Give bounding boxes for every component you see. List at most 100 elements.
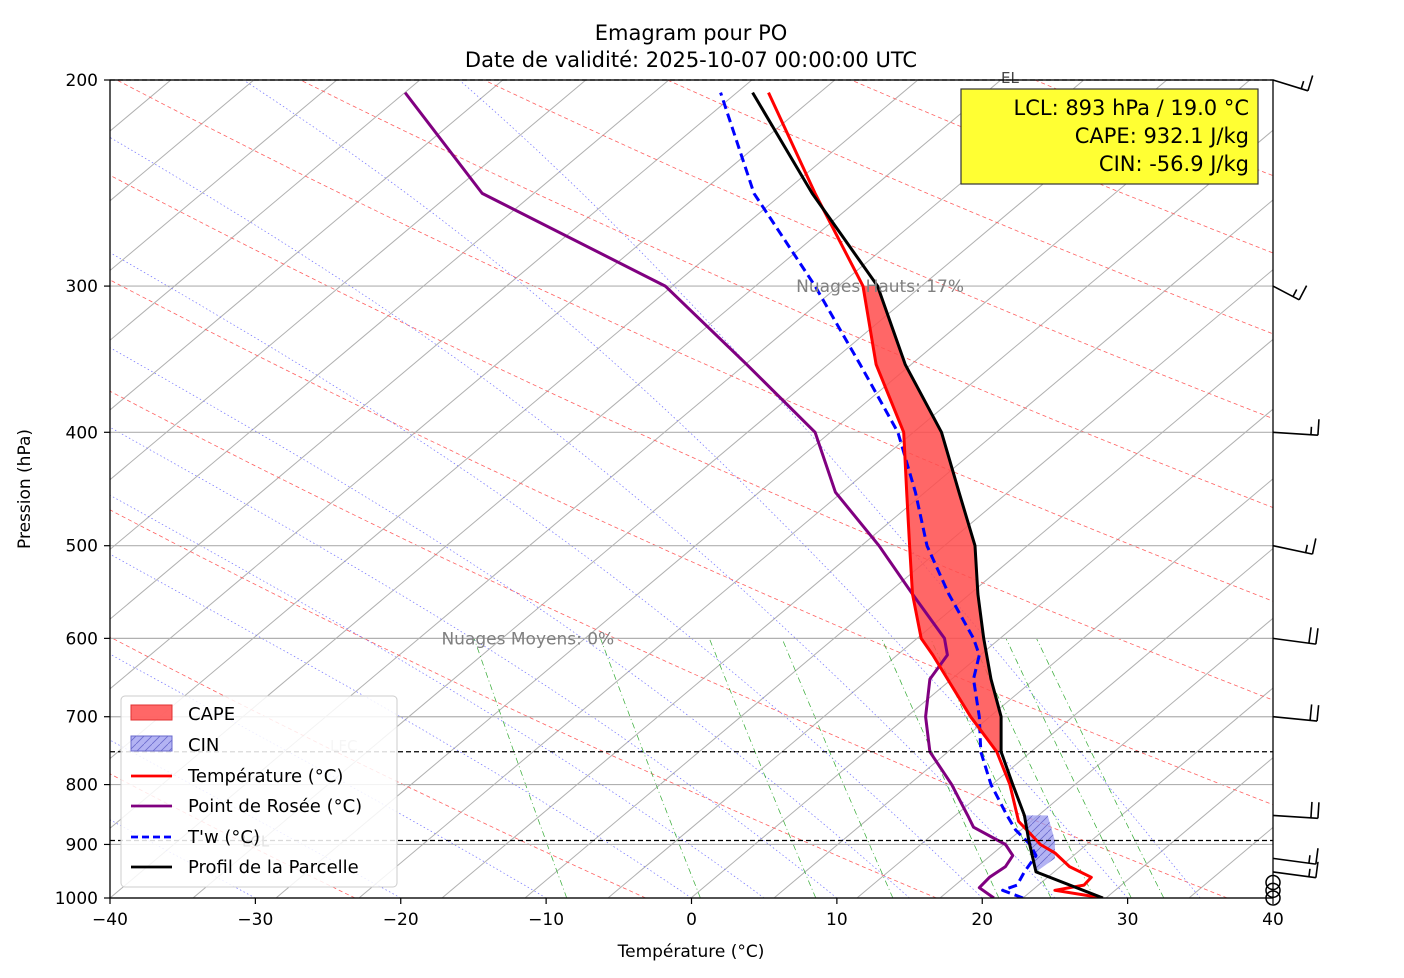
x-tick-label: −20 [383,910,419,930]
info-lcl: LCL: 893 hPa / 19.0 °C [1014,96,1250,120]
y-tick-label: 700 [66,708,98,728]
legend-box [120,695,398,888]
x-tick-label: 0 [686,910,697,930]
legend-label-dewpoint: Point de Rosée (°C) [188,796,362,817]
calm-wind-circle [1265,874,1281,891]
profile-lines [403,91,1104,898]
dry-adiabat [1034,80,1273,177]
skewed-isotherm [607,338,1273,898]
info-box: LCL: 893 hPa / 19.0 °C CAPE: 932.1 J/kg … [960,88,1259,185]
wind-barb-flag [1298,285,1308,301]
dewpoint-line [403,91,1015,898]
skewed-isotherm [939,617,1273,898]
level-label-el: EL [1001,69,1019,87]
wind-barb-staff [1272,431,1318,437]
wind-barb-flag [1317,802,1320,819]
mixing-ratio-line [881,638,1000,898]
dry-adiabat [110,509,937,898]
y-tick-label: 300 [66,277,98,297]
moist-adiabat [110,653,547,898]
x-tick-label: 40 [1262,910,1284,930]
x-axis-label: Température (°C) [617,942,765,962]
y-tick-label: 400 [66,423,98,443]
skewed-isotherm [1022,687,1273,898]
skewed-isotherm [110,80,504,411]
wind-barb-staff [1272,715,1318,722]
legend-label-parcel: Profil de la Parcelle [188,857,359,878]
wind-barb-flag [1315,628,1319,645]
mixing-ratio-line [970,638,1095,898]
chart-title-line-1: Emagram pour PO [595,21,788,45]
skewed-isotherm [0,80,5,898]
wind-barb-staff [1272,814,1318,820]
legend-swatch-cin [130,735,173,752]
wind-barb-flag [1317,419,1320,436]
wind-barb-staff [1272,79,1309,92]
x-tick-label: 20 [971,910,993,930]
skewed-isotherm [110,80,836,690]
moist-adiabat [110,553,692,898]
skewed-isotherm [690,408,1273,898]
legend-label-cin: CIN [188,735,219,756]
y-axis-label: Pression (hPa) [15,429,35,549]
y-tick-label: 1000 [55,889,98,909]
cloud-annotations: Nuages Hauts: 17% Nuages Moyens: 0% [441,277,964,649]
y-tick-label: 500 [66,537,98,557]
x-tick-label: −10 [528,910,564,930]
y-axis-ticks: 1000 900 800 700 600 500 400 300 200 [55,71,110,909]
wind-barb-half-flag [1308,855,1311,864]
y-tick-label: 600 [66,629,98,649]
skewed-isotherm [524,269,1273,898]
y-tick-label: 900 [66,835,98,855]
wind-barbs [1265,75,1320,906]
skewed-isotherm [110,80,919,760]
legend-label-cape: CAPE [188,704,235,725]
wind-barb-half-flag [1300,80,1305,89]
dry-adiabat [300,80,1273,509]
wind-barb-half-flag [1292,289,1298,297]
wind-barb-half-flag [1304,544,1309,553]
skewed-isotherm [110,80,670,551]
moist-adiabat [110,252,983,898]
wetbulb-line [719,92,1038,898]
x-tick-label: 30 [1117,910,1139,930]
skewed-isotherm [110,80,753,620]
mixing-ratio-line [781,638,894,898]
skewed-isotherm [110,80,421,341]
wind-barb-flag [1315,848,1319,865]
wind-barb-flag [1307,75,1314,92]
skewed-isotherm [856,547,1273,898]
info-cin: CIN: -56.9 J/kg [1099,152,1249,176]
chart-title-line-2: Date de validité: 2025-10-07 00:00:00 UT… [465,48,917,72]
wind-barb-staff [1272,871,1316,879]
wind-barb-half-flag [1310,426,1313,435]
moist-adiabat [110,137,1056,898]
wind-barb-flag [1308,627,1312,644]
calm-wind-circle [1265,890,1281,906]
skewed-isotherm [110,80,587,481]
x-tick-label: 10 [826,910,848,930]
moist-adiabat [459,80,1201,898]
legend: CAPE CIN Température (°C) Point de Rosée… [120,695,398,888]
skewed-isotherm [110,80,338,272]
x-axis-ticks: −40 −30 −20 −10 0 10 20 30 40 [92,898,1284,930]
skewed-isotherm [1271,896,1273,898]
x-tick-label: −40 [92,910,128,930]
x-tick-label: −30 [237,910,273,930]
legend-swatch-cape [130,704,173,721]
wind-barb-flag [1311,538,1317,555]
mixing-ratio-line [600,638,701,898]
y-tick-label: 200 [66,71,98,91]
y-tick-label: 800 [66,776,98,796]
parcel-line [751,91,1104,898]
chart-title: Emagram pour PO Date de validité: 2025-1… [465,21,917,72]
legend-label-wetbulb: T'w (°C) [187,827,260,848]
moist-adiabat [243,80,1128,898]
skewed-isotherm [1105,757,1273,898]
wind-barb-staff [1272,857,1316,865]
legend-label-temperature: Température (°C) [187,766,343,787]
wind-barb-flag [1310,801,1313,818]
wind-barb-staff [1272,285,1300,301]
mixing-ratio-line [1036,638,1165,898]
